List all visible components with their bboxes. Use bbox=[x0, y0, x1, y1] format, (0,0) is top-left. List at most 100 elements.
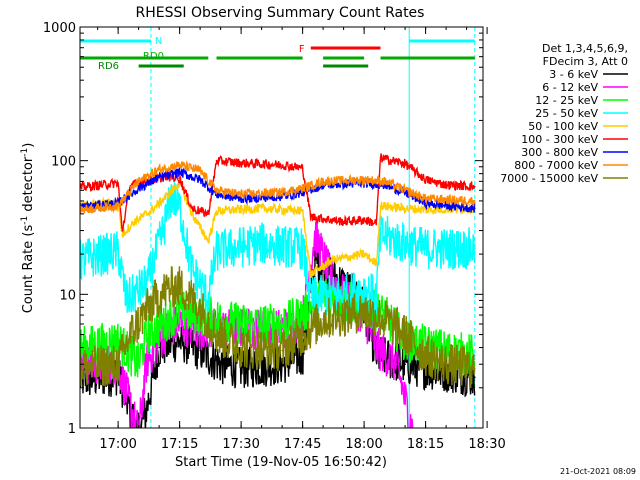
series-point-5-6 bbox=[178, 177, 181, 179]
legend-label-2: 12 - 25 keV bbox=[535, 94, 598, 107]
series-point-4-7 bbox=[191, 213, 193, 215]
series-layer bbox=[80, 153, 476, 428]
series-point-5-21 bbox=[474, 185, 476, 188]
series-point-7-1 bbox=[117, 204, 119, 207]
series-point-4-15 bbox=[375, 262, 378, 265]
plot-area: N F RD0 RD6 bbox=[80, 27, 476, 428]
series-point-8-4 bbox=[166, 288, 169, 290]
series-point-1-10 bbox=[314, 233, 316, 236]
series-point-4-13 bbox=[330, 259, 333, 262]
series-point-0-16 bbox=[404, 363, 406, 366]
series-point-3-2 bbox=[125, 299, 128, 302]
annotation-label-rd0: RD0 bbox=[143, 51, 164, 62]
series-3 bbox=[80, 182, 476, 316]
series-point-8-17 bbox=[474, 367, 476, 370]
series-point-4-9 bbox=[215, 210, 218, 212]
series-point-5-1 bbox=[117, 182, 119, 184]
annotation-label-f: F bbox=[299, 44, 305, 55]
plot-frame bbox=[79, 26, 484, 429]
series-point-8-3 bbox=[150, 303, 152, 305]
series-point-7-5 bbox=[199, 170, 201, 172]
legend-label-6: 300 - 800 keV bbox=[521, 146, 598, 159]
series-point-7-12 bbox=[383, 180, 386, 183]
series-point-8-5 bbox=[178, 285, 181, 288]
series-point-5-12 bbox=[301, 167, 304, 169]
series-point-8-7 bbox=[215, 333, 218, 336]
y-axis-label-sup2: -1 bbox=[20, 148, 30, 157]
series-point-1-14 bbox=[375, 346, 378, 349]
series-point-6-4 bbox=[178, 171, 181, 173]
series-8 bbox=[80, 266, 476, 389]
x-tick-label-0: 17:00 bbox=[99, 437, 136, 452]
series-point-7-13 bbox=[404, 189, 406, 192]
series-point-6-7 bbox=[240, 197, 242, 200]
series-point-4-18 bbox=[424, 208, 427, 211]
series-point-7-4 bbox=[178, 164, 181, 166]
x-tick-label-6: 18:30 bbox=[468, 437, 505, 452]
series-point-3-6 bbox=[178, 206, 181, 208]
series-point-5-16 bbox=[375, 222, 378, 225]
series-point-2-4 bbox=[178, 310, 181, 312]
series-point-4-10 bbox=[260, 207, 263, 210]
legend-label-7: 800 - 7000 keV bbox=[514, 159, 598, 172]
series-point-8-16 bbox=[445, 363, 447, 366]
series-point-6-3 bbox=[158, 176, 160, 179]
y-axis-label-sup1: -1 bbox=[20, 216, 30, 225]
series-point-4-2 bbox=[121, 233, 123, 236]
y-axis-label-main: Count Rate (s bbox=[21, 225, 36, 314]
series-point-5-11 bbox=[281, 164, 283, 166]
series-point-7-14 bbox=[424, 197, 427, 200]
series-point-7-7 bbox=[240, 193, 242, 196]
series-point-0-8 bbox=[240, 367, 242, 370]
series-point-8-15 bbox=[424, 354, 427, 357]
series-point-8-6 bbox=[199, 306, 201, 309]
legend-label-0: 3 - 6 keV bbox=[549, 68, 598, 81]
series-point-3-13 bbox=[342, 293, 345, 296]
series-point-4-12 bbox=[310, 274, 312, 276]
series-point-0-7 bbox=[219, 363, 222, 366]
series-point-8-14 bbox=[404, 333, 406, 336]
series-point-4-17 bbox=[404, 207, 406, 210]
x-tick-label-1: 17:15 bbox=[161, 437, 198, 452]
series-point-3-15 bbox=[375, 296, 378, 299]
y-tick-label-1: 10 bbox=[59, 288, 76, 303]
series-point-3-10 bbox=[260, 242, 263, 245]
series-point-7-9 bbox=[301, 187, 304, 190]
series-point-6-2 bbox=[137, 187, 140, 190]
series-point-5-20 bbox=[445, 184, 447, 186]
series-point-5-15 bbox=[363, 219, 365, 221]
series-point-5-9 bbox=[215, 159, 218, 162]
y-tick-label-2: 100 bbox=[51, 155, 76, 170]
series-point-3-11 bbox=[301, 247, 304, 250]
series-point-4-5 bbox=[166, 194, 169, 197]
series-point-1-8 bbox=[281, 328, 283, 330]
series-point-1-11 bbox=[330, 278, 333, 280]
series-point-5-2 bbox=[121, 229, 123, 232]
x-tick-label-3: 17:45 bbox=[284, 437, 321, 452]
legend: Det 1,3,4,5,6,9, FDecim 3, Att 0 3 - 6 k… bbox=[500, 42, 628, 185]
series-point-7-8 bbox=[281, 191, 283, 194]
series-point-8-12 bbox=[363, 310, 365, 312]
series-line-3 bbox=[80, 182, 476, 316]
series-point-0-11 bbox=[314, 259, 316, 262]
series-point-4-4 bbox=[150, 210, 152, 212]
legend-header-line-2: FDecim 3, Att 0 bbox=[543, 55, 628, 68]
series-7 bbox=[80, 160, 476, 214]
series-point-8-10 bbox=[301, 333, 304, 336]
series-point-5-14 bbox=[342, 220, 345, 223]
series-point-7-2 bbox=[137, 180, 140, 183]
series-point-8-2 bbox=[129, 333, 132, 336]
series-point-5-8 bbox=[207, 213, 210, 215]
series-point-5-18 bbox=[404, 162, 406, 165]
series-point-3-4 bbox=[162, 229, 164, 232]
series-point-0-10 bbox=[301, 354, 304, 357]
series-point-4-11 bbox=[301, 210, 304, 212]
series-point-0-19 bbox=[474, 376, 476, 379]
chart-title: RHESSI Observing Summary Count Rates bbox=[136, 5, 425, 21]
series-point-6-15 bbox=[474, 207, 476, 210]
series-point-3-14 bbox=[363, 288, 365, 290]
legend-header-line-1: Det 1,3,4,5,6,9, bbox=[542, 42, 628, 55]
footer-timestamp: 21-Oct-2021 08:09 bbox=[560, 467, 636, 476]
series-point-1-3 bbox=[146, 359, 148, 362]
